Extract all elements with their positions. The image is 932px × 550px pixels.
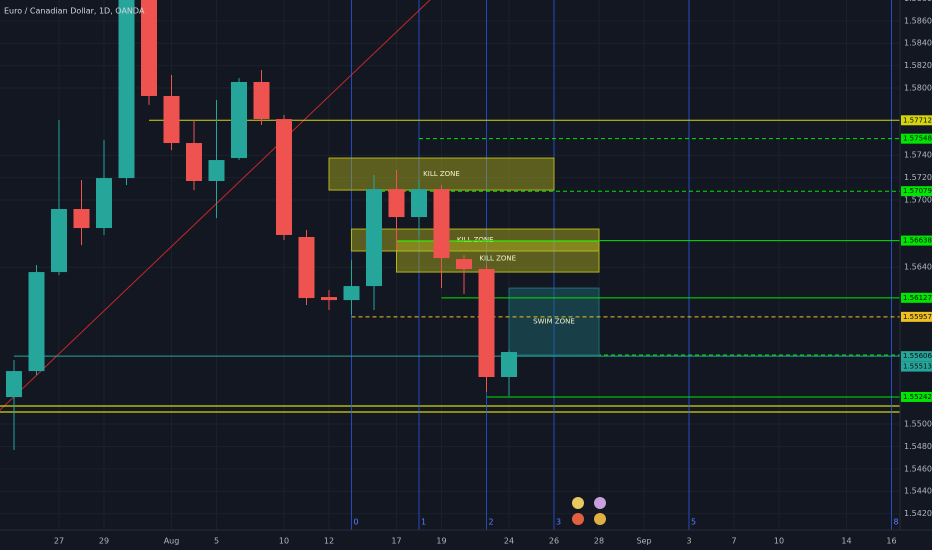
plot: 0 1 2 3 5 8 KILL ZONE KILL ZONE KILL ZONE SWIM ZO… <box>6 0 900 530</box>
x-tick-label: 5 <box>214 537 219 546</box>
fib-time-label: 5 <box>691 518 696 527</box>
y-tick-label: 1.58000 <box>904 84 932 93</box>
price-label: 1.56638 <box>903 237 932 245</box>
y-tick-label: 1.58800 <box>904 0 932 3</box>
price-label: 1.57548 <box>903 135 932 143</box>
zone-label: KILL ZONE <box>423 170 460 178</box>
y-tick-label: 1.55000 <box>904 420 932 429</box>
zone <box>328 157 555 191</box>
candle-body <box>321 297 337 301</box>
y-tick-label: 1.54400 <box>904 487 932 496</box>
zone <box>396 240 600 273</box>
price-label-bg <box>901 311 932 322</box>
price-label-bg <box>901 115 932 126</box>
x-tick-label: 3 <box>686 537 691 546</box>
price-label: 1.55957 <box>903 313 932 321</box>
x-tick-label: 19 <box>436 537 446 546</box>
zone-label: KILL ZONE <box>479 255 516 263</box>
candle-body <box>456 259 472 270</box>
fib-time-label: 8 <box>894 518 899 527</box>
y-tick-label: 1.54200 <box>904 509 932 518</box>
price-label: 1.56127 <box>903 294 932 302</box>
fib-time-label: 1 <box>421 518 426 527</box>
x-tick-label: 7 <box>731 537 736 546</box>
price-label-bg <box>901 292 932 303</box>
candle-body <box>343 286 360 301</box>
price-label-bg <box>901 186 932 197</box>
price-label-bg <box>901 361 932 372</box>
x-tick-label: 24 <box>504 537 514 546</box>
candle-body <box>433 189 450 259</box>
y-tick-label: 1.57400 <box>904 151 932 160</box>
candle-body <box>231 81 247 159</box>
price-label: 1.55513 <box>903 363 932 371</box>
y-tick-label: 1.54600 <box>904 464 932 473</box>
price-label-bg <box>901 351 932 362</box>
zone-label: KILL ZONE <box>457 236 494 244</box>
candle-body <box>298 236 315 299</box>
y-tick-label: 1.58600 <box>904 16 932 25</box>
candle-body <box>163 95 180 144</box>
y-tick-label: 1.58200 <box>904 61 932 70</box>
y-tick-label: 1.57000 <box>904 196 932 205</box>
x-tick-label: 14 <box>841 537 851 546</box>
avatar[interactable] <box>572 513 584 525</box>
price-label: 1.57079 <box>903 187 932 195</box>
price-label: 1.57712 <box>903 116 932 124</box>
y-tick-label: 1.54800 <box>904 442 932 451</box>
x-tick-label: 17 <box>391 537 401 546</box>
candle-body <box>118 0 135 179</box>
y-tick-label: 1.58400 <box>904 39 932 48</box>
y-tick-label: 1.56400 <box>904 263 932 272</box>
x-tick-label: 10 <box>279 537 289 546</box>
candle-body <box>51 208 67 273</box>
fib-time-label: 2 <box>489 518 494 527</box>
candle-body <box>73 208 90 229</box>
candle-body <box>253 81 270 120</box>
trend-line <box>0 0 431 411</box>
price-axis <box>900 0 932 550</box>
candle-body <box>276 119 292 235</box>
avatar[interactable] <box>594 513 606 525</box>
x-tick-label: 28 <box>594 537 604 546</box>
candle-body <box>141 0 157 96</box>
x-tick-label: 10 <box>774 537 784 546</box>
x-tick-label: 26 <box>549 537 559 546</box>
x-tick-label: Aug <box>164 537 180 546</box>
candle-body <box>28 272 45 372</box>
candle-body <box>478 269 495 378</box>
candle-body <box>411 189 427 218</box>
x-tick-label: 29 <box>99 537 109 546</box>
price-label: 1.55242 <box>903 393 932 401</box>
fib-time-label: 0 <box>354 518 359 527</box>
price-label: 1.55606 <box>903 352 932 360</box>
x-tick-label: 27 <box>54 537 64 546</box>
candle-body <box>388 189 405 218</box>
price-label-bg <box>901 235 932 246</box>
fib-time-label: 3 <box>556 518 561 527</box>
candle-body <box>186 143 202 181</box>
axis-layer: 1.58800 1.58600 1.58400 1.58200 1.58000 1.574… <box>54 0 932 546</box>
candle-body <box>6 371 22 398</box>
x-tick-label: 12 <box>324 537 334 546</box>
candle-body <box>96 178 112 229</box>
avatar[interactable] <box>594 497 606 509</box>
price-label-bg <box>901 133 932 144</box>
avatars <box>572 497 606 525</box>
x-tick-label: Sep <box>636 537 651 546</box>
zone-label: SWIM ZONE <box>533 318 575 326</box>
y-tick-label: 1.57200 <box>904 173 932 182</box>
candle-body <box>501 352 517 378</box>
zone <box>508 287 600 356</box>
zone <box>351 228 600 252</box>
x-tick-label: 16 <box>886 537 896 546</box>
chart-title: Euro / Canadian Dollar, 1D, OANDA <box>4 7 145 16</box>
candle-body <box>366 189 382 287</box>
candle-body <box>208 160 225 181</box>
price-label-bg <box>901 391 932 402</box>
avatar[interactable] <box>572 497 584 509</box>
